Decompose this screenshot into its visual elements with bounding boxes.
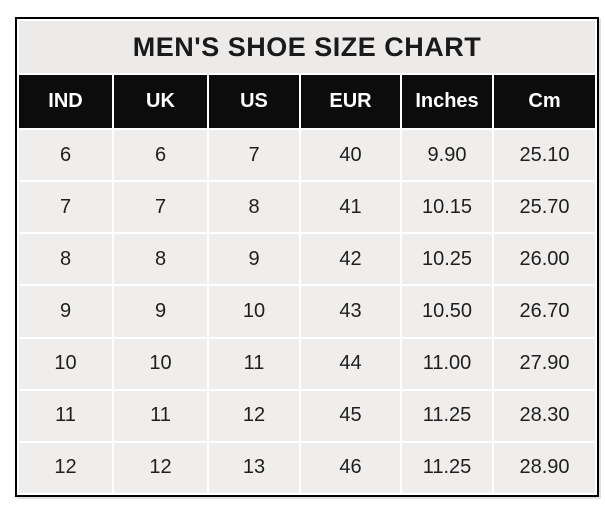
cell-inches: 9.90 [402,130,492,181]
table-row: 6 6 7 40 9.90 25.10 [19,130,596,181]
cell-uk: 11 [114,390,207,441]
cell-inches: 10.15 [402,182,492,233]
cell-cm: 26.00 [494,234,596,285]
title-row: MEN'S SHOE SIZE CHART [19,21,596,73]
table-body: 6 6 7 40 9.90 25.10 7 7 8 41 10.15 25.70 8 8 9 42 10.25 2… [19,130,596,493]
cell-inches: 10.50 [402,286,492,337]
cell-ind: 10 [19,338,112,389]
table-header-row: IND UK US EUR Inches Cm [19,75,596,128]
cell-inches: 11.25 [402,442,492,493]
table-row: 12 12 13 46 11.25 28.90 [19,442,596,493]
cell-eur: 42 [301,234,400,285]
cell-cm: 26.70 [494,286,596,337]
cell-cm: 27.90 [494,338,596,389]
cell-uk: 8 [114,234,207,285]
cell-ind: 11 [19,390,112,441]
column-header-cm: Cm [494,75,596,128]
cell-eur: 43 [301,286,400,337]
cell-ind: 9 [19,286,112,337]
chart-title: MEN'S SHOE SIZE CHART [19,21,596,73]
column-header-ind: IND [19,75,112,128]
cell-eur: 44 [301,338,400,389]
cell-eur: 45 [301,390,400,441]
column-header-eur: EUR [301,75,400,128]
table-row: 10 10 11 44 11.00 27.90 [19,338,596,389]
cell-inches: 10.25 [402,234,492,285]
cell-us: 12 [209,390,299,441]
cell-uk: 7 [114,182,207,233]
cell-inches: 11.25 [402,390,492,441]
table-row: 11 11 12 45 11.25 28.30 [19,390,596,441]
cell-us: 9 [209,234,299,285]
cell-inches: 11.00 [402,338,492,389]
cell-us: 13 [209,442,299,493]
cell-eur: 41 [301,182,400,233]
cell-us: 11 [209,338,299,389]
cell-uk: 6 [114,130,207,181]
cell-us: 7 [209,130,299,181]
cell-eur: 40 [301,130,400,181]
cell-cm: 28.90 [494,442,596,493]
cell-ind: 12 [19,442,112,493]
cell-cm: 28.30 [494,390,596,441]
cell-uk: 10 [114,338,207,389]
cell-uk: 9 [114,286,207,337]
column-header-inches: Inches [402,75,492,128]
table-row: 7 7 8 41 10.15 25.70 [19,182,596,233]
cell-eur: 46 [301,442,400,493]
cell-ind: 7 [19,182,112,233]
cell-us: 8 [209,182,299,233]
table-row: 9 9 10 43 10.50 26.70 [19,286,596,337]
table-row: 8 8 9 42 10.25 26.00 [19,234,596,285]
cell-cm: 25.70 [494,182,596,233]
column-header-us: US [209,75,299,128]
cell-cm: 25.10 [494,130,596,181]
column-header-uk: UK [114,75,207,128]
cell-us: 10 [209,286,299,337]
cell-ind: 8 [19,234,112,285]
cell-uk: 12 [114,442,207,493]
cell-ind: 6 [19,130,112,181]
shoe-size-chart-table: MEN'S SHOE SIZE CHART IND UK US EUR Inches Cm… [15,17,600,497]
